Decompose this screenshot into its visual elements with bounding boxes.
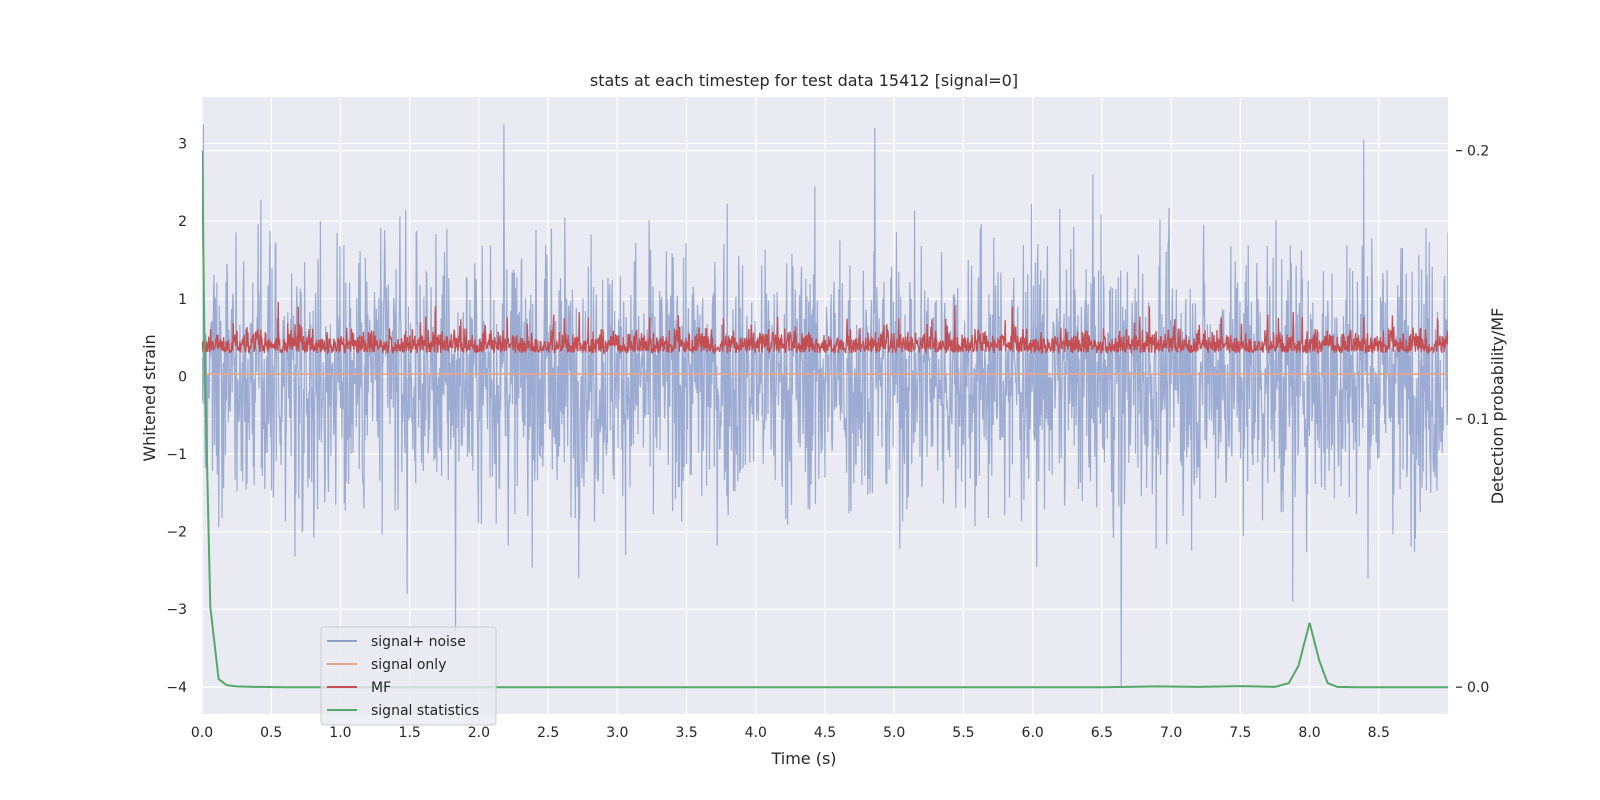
legend-label-signal-noise: signal+ noise (371, 634, 466, 650)
legend-label-signal-only: signal only (371, 657, 446, 673)
x-tick-label: 5.5 (952, 725, 974, 741)
y2-tick-label: 0.1 (1467, 412, 1489, 428)
series-group (202, 124, 1448, 689)
x-tick-label: 2.0 (468, 725, 490, 741)
y2-axis-label: Detection probability/MF (1488, 308, 1507, 505)
y-tick-label: 2 (178, 214, 187, 230)
x-tick-label: 6.5 (1091, 725, 1113, 741)
series-signal-statistics-line (202, 150, 1448, 689)
y-tick-label: 0 (178, 369, 187, 385)
y-tick-label: 3 (178, 137, 187, 153)
legend-box (320, 626, 497, 726)
legend: signal+ noise signal only MF signal stat… (320, 626, 497, 726)
y-tick-label: −3 (166, 602, 187, 618)
x-tick-label: 8.5 (1368, 725, 1390, 741)
y-axis-ticks: 3 2 1 0 −1 −2 −3 −4 (166, 137, 187, 696)
y-tick-label: −1 (166, 447, 187, 463)
chart-title: stats at each timestep for test data 154… (590, 71, 1018, 90)
legend-label-signal-statistics: signal statistics (371, 703, 479, 719)
x-tick-label: 3.5 (675, 725, 697, 741)
x-tick-label: 5.0 (883, 725, 905, 741)
x-tick-label: 6.0 (1022, 725, 1044, 741)
x-tick-label: 2.5 (537, 725, 559, 741)
x-tick-label: 1.0 (329, 725, 351, 741)
x-tick-label: 3.0 (606, 725, 628, 741)
y2-tick-label: 0.2 (1467, 144, 1489, 160)
y-tick-label: −4 (166, 680, 187, 696)
x-tick-label: 1.5 (399, 725, 421, 741)
x-axis-label: Time (s) (770, 749, 836, 768)
y2-axis-ticks: 0.2 0.1 0.0 (1456, 144, 1489, 696)
legend-label-mf: MF (371, 680, 391, 696)
x-tick-label: 7.0 (1160, 725, 1182, 741)
x-axis-ticks: 0.0 0.5 1.0 1.5 2.0 2.5 3.0 3.5 4.0 4.5 5.0 5.5 6.0 6… (191, 725, 1390, 741)
x-tick-label: 4.5 (814, 725, 836, 741)
y-tick-label: −2 (166, 525, 187, 541)
series-mf-line (202, 301, 1448, 355)
x-tick-label: 8.0 (1298, 725, 1320, 741)
x-tick-label: 7.5 (1229, 725, 1251, 741)
series-signal-noise-line (202, 124, 1448, 687)
y2-tick-label: 0.0 (1467, 680, 1489, 696)
x-tick-label: 0.0 (191, 725, 213, 741)
y-tick-label: 1 (178, 292, 187, 308)
x-tick-label: 0.5 (260, 725, 282, 741)
y-axis-label: Whitened strain (140, 334, 159, 461)
x-tick-label: 4.0 (745, 725, 767, 741)
data-layer (202, 124, 1448, 689)
